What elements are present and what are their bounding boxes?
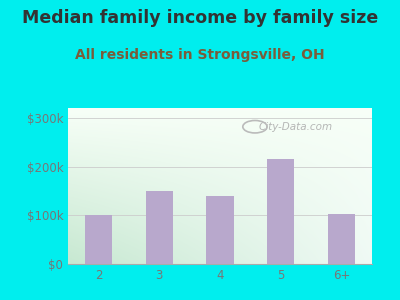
Bar	[85, 215, 112, 264]
Text: Median family income by family size: Median family income by family size	[22, 9, 378, 27]
Bar	[146, 191, 173, 264]
Bar	[267, 159, 294, 264]
Bar	[206, 196, 234, 264]
Bar	[328, 214, 355, 264]
Text: All residents in Strongsville, OH: All residents in Strongsville, OH	[75, 48, 325, 62]
Text: City-Data.com: City-Data.com	[259, 122, 333, 132]
